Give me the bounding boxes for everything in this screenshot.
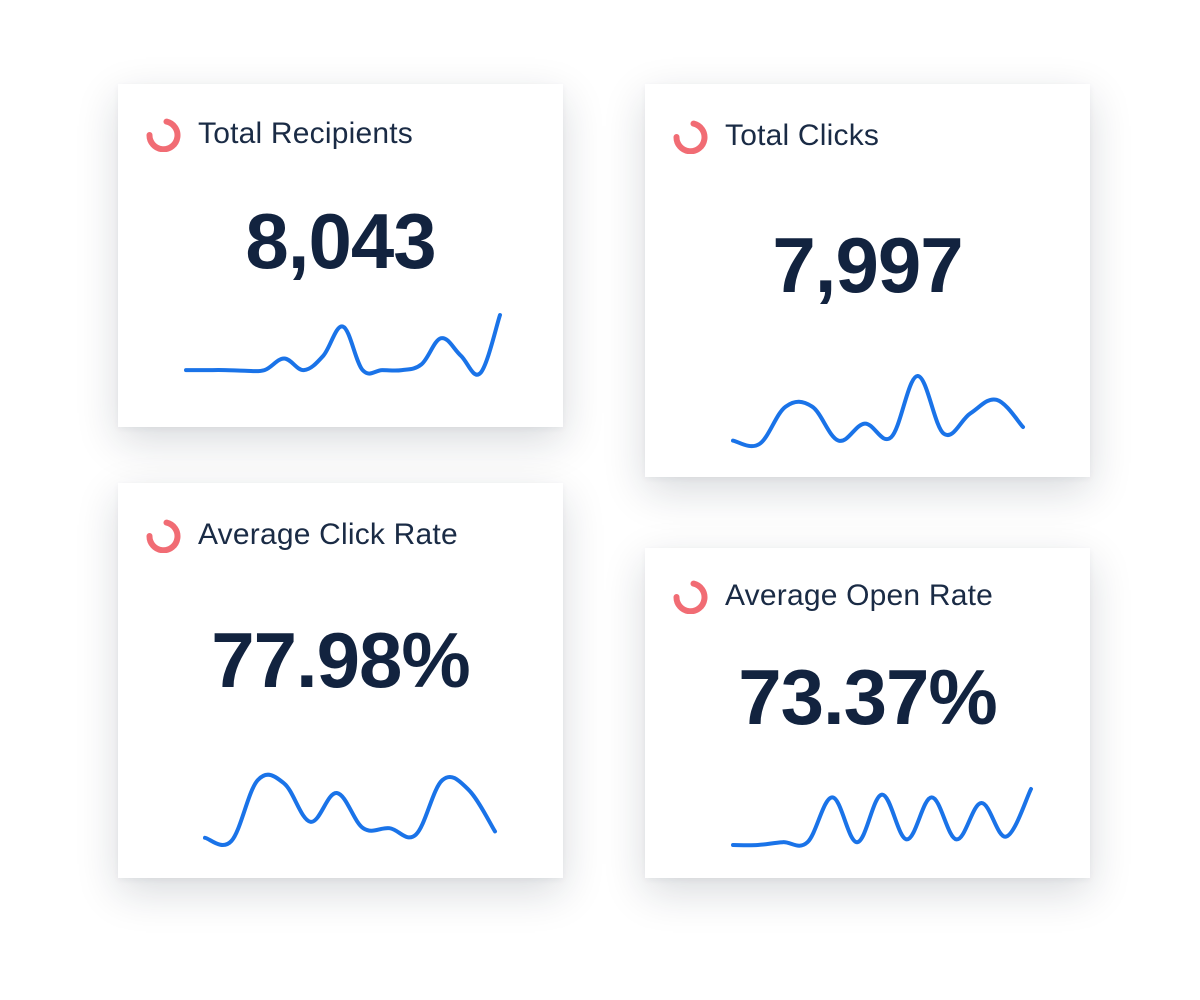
trend-sparkline [184, 313, 502, 377]
card-header: Total Recipients [144, 116, 413, 152]
metric-value: 8,043 [245, 197, 436, 285]
total-recipients-card[interactable]: Total Recipients 8,043 [118, 84, 563, 427]
brand-ring-icon [146, 519, 181, 553]
card-title: Total Clicks [725, 119, 880, 152]
metric-value: 73.37% [738, 653, 998, 741]
card-title: Total Recipients [198, 117, 413, 150]
trend-line [203, 772, 497, 847]
trend-line [731, 374, 1025, 449]
trend-sparkline [203, 772, 497, 847]
trend-sparkline [731, 787, 1033, 848]
total-clicks-card[interactable]: Total Clicks 7,997 [645, 84, 1090, 477]
card-header: Average Click Rate [144, 517, 458, 553]
trend-sparkline [731, 374, 1025, 449]
card-title: Average Click Rate [198, 518, 458, 551]
card-header: Total Clicks [671, 118, 879, 154]
brand-ring-icon [673, 120, 708, 154]
card-title: Average Open Rate [725, 579, 994, 612]
brand-ring-icon [673, 580, 708, 614]
average-open-rate-card[interactable]: Average Open Rate 73.37% [645, 548, 1090, 878]
metric-value: 77.98% [211, 616, 471, 704]
card-header: Average Open Rate [671, 578, 993, 614]
brand-ring-icon [146, 118, 181, 152]
average-click-rate-card[interactable]: Average Click Rate 77.98% [118, 483, 563, 878]
trend-line [731, 787, 1033, 848]
trend-line [184, 313, 502, 377]
metric-value: 7,997 [772, 221, 963, 309]
